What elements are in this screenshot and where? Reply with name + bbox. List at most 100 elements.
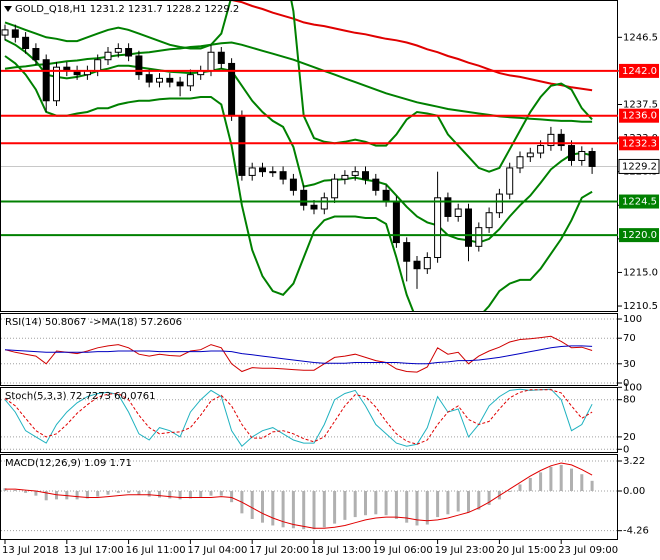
candle-body: [94, 59, 102, 72]
price-panel-frame: [0, 0, 618, 312]
level-label: 1236.0: [622, 111, 657, 122]
panel-title: MACD(12,26,9) 1.09 1.71: [5, 458, 132, 469]
x-tick-label: 13 Jul 17:00: [64, 545, 124, 556]
x-tick-label: 20 Jul 15:00: [496, 545, 556, 556]
histogram-bar: [271, 490, 275, 526]
candle-body: [485, 212, 493, 229]
histogram-bar: [425, 490, 429, 525]
candle-body: [259, 167, 266, 173]
histogram-bar: [219, 490, 223, 496]
candle-body: [104, 51, 112, 61]
candle-body: [392, 201, 400, 244]
histogram-bar: [322, 490, 326, 528]
histogram-bar: [415, 490, 419, 526]
last-price-label: 1229.2: [622, 161, 657, 172]
histogram-bar: [394, 490, 398, 519]
candle-body: [207, 51, 215, 72]
candle-body: [423, 257, 431, 270]
y-tick-label: 80: [623, 395, 636, 406]
histogram-bar: [436, 490, 440, 518]
candle-body: [248, 167, 256, 176]
candle-body: [145, 74, 153, 83]
level-label: 1220.0: [622, 230, 657, 241]
indicator-line: [4, 55, 593, 311]
y-tick-label: 3.22: [623, 456, 645, 467]
y-tick-label: 70: [623, 333, 636, 344]
candle-body: [557, 133, 565, 147]
x-tick-label: 19 Jul 23:00: [435, 545, 495, 556]
histogram-bar: [13, 490, 17, 491]
y-tick-label: 0: [623, 444, 629, 455]
indicator-line: [4, 345, 593, 365]
x-tick-label: 13 Jul 2018: [2, 545, 59, 556]
y-tick-label: -4.26: [623, 526, 649, 537]
x-tick-label: 23 Jul 09:00: [558, 545, 618, 556]
candle-body: [176, 81, 184, 87]
candle-body: [495, 193, 503, 214]
histogram-bar: [549, 466, 553, 491]
panel-title: RSI(14) 50.8067 ->MA(18) 57.2606: [5, 317, 182, 328]
stoch-panel-frame: [0, 387, 618, 453]
histogram-bar: [127, 490, 131, 493]
histogram-bar: [34, 490, 38, 496]
level-label-box: [619, 63, 659, 78]
histogram-bar: [178, 490, 182, 500]
histogram-bar: [96, 490, 100, 497]
plot-area: [1, 318, 617, 384]
histogram-bar: [106, 490, 110, 495]
indicator-line: [4, 335, 593, 373]
macd-panel-frame: [0, 454, 618, 540]
histogram-bar: [364, 490, 367, 516]
histogram-bar: [446, 490, 450, 515]
histogram-bar: [580, 474, 584, 491]
histogram-bar: [44, 490, 48, 501]
histogram-bar: [147, 490, 151, 497]
histogram-bar: [590, 480, 594, 491]
candle-body: [506, 167, 514, 195]
y-tick-label: 30: [623, 359, 636, 370]
histogram-bar: [456, 490, 460, 512]
panel-title: GOLD_Q18,H1 1231.2 1231.7 1228.2 1229.2: [15, 4, 239, 15]
symbol-icon: [4, 6, 12, 12]
level-label-box: [619, 228, 659, 243]
candle-body: [341, 174, 349, 180]
candle-body: [310, 204, 318, 210]
candle-body: [568, 145, 575, 161]
candle-body: [1, 29, 9, 36]
indicator-line: [4, 389, 593, 445]
y-tick-label: 0.00: [623, 486, 645, 497]
histogram-bar: [291, 490, 295, 529]
candle-body: [300, 189, 308, 206]
candle-body: [537, 145, 545, 154]
candle-body: [53, 66, 60, 102]
candle-body: [22, 36, 30, 50]
indicator-line: [4, 388, 593, 447]
histogram-bar: [353, 490, 357, 518]
candle-body: [331, 178, 339, 199]
last-price-box: [618, 158, 660, 174]
candle-body: [444, 197, 452, 217]
y-tick-label: 1237.5: [623, 99, 658, 110]
level-label-box: [619, 194, 659, 209]
candle-body: [279, 171, 287, 180]
candle-body: [413, 260, 421, 270]
histogram-bar: [518, 484, 522, 491]
histogram-bar: [137, 490, 141, 495]
y-tick-label: 1210.5: [623, 301, 658, 312]
histogram-bar: [477, 490, 481, 510]
candle-body: [454, 208, 462, 217]
level-label: 1224.5: [622, 197, 657, 208]
histogram-bar: [302, 490, 306, 530]
candle-body: [186, 74, 194, 87]
indicator-line: [4, 1, 593, 173]
histogram-bar: [528, 477, 532, 491]
candle-body: [320, 197, 328, 210]
candle-body: [588, 151, 596, 167]
histogram-bar: [250, 490, 254, 519]
y-tick-label: 1215.0: [623, 267, 658, 278]
x-tick-label: 16 Jul 11:00: [126, 545, 186, 556]
histogram-bar: [75, 490, 79, 500]
histogram-bar: [116, 490, 120, 493]
candle-body: [403, 242, 411, 262]
